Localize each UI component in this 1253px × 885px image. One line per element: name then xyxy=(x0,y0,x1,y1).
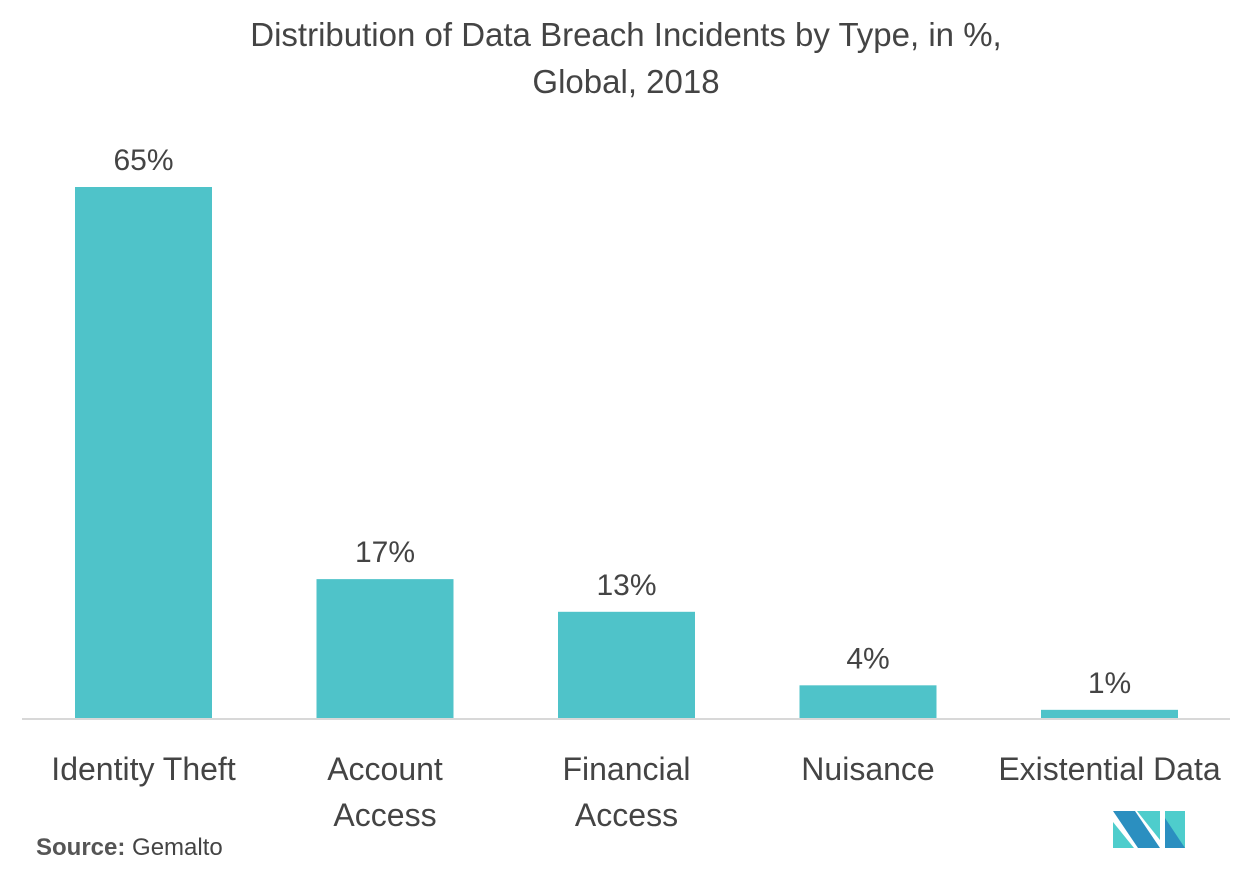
bar xyxy=(75,187,212,718)
category-label: Existential Data xyxy=(998,751,1221,787)
category-label: Nuisance xyxy=(801,751,934,787)
value-label: 13% xyxy=(596,569,656,602)
category-label: Identity Theft xyxy=(51,751,236,787)
value-label: 4% xyxy=(846,642,889,675)
chart-subtitle: Global, 2018 xyxy=(532,63,719,100)
value-label: 65% xyxy=(113,144,173,177)
category-label: Financial xyxy=(562,751,690,787)
category-label: Access xyxy=(333,797,436,833)
source-value: Gemalto xyxy=(132,834,223,861)
logo xyxy=(1113,811,1185,848)
bar xyxy=(799,685,937,718)
bar xyxy=(316,579,454,718)
value-label: 17% xyxy=(355,536,415,569)
bar xyxy=(1041,709,1178,718)
chart-title: Distribution of Data Breach Incidents by… xyxy=(250,16,1001,53)
source-note: Source: Gemalto xyxy=(36,834,223,862)
category-label: Account xyxy=(327,751,443,787)
bar xyxy=(558,611,695,718)
source-label: Source: xyxy=(36,834,126,861)
value-label: 1% xyxy=(1088,667,1131,700)
category-label: Access xyxy=(575,797,678,833)
